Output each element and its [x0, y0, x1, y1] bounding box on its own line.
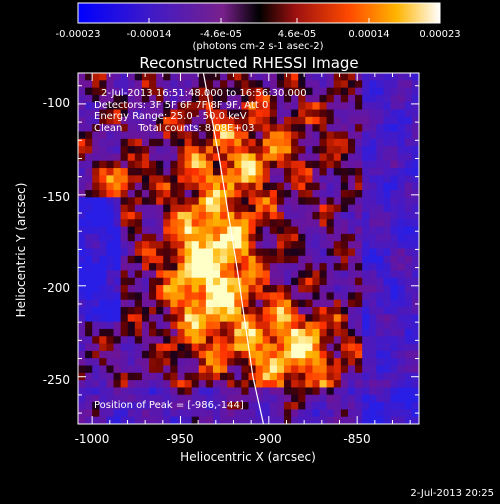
colorbar-tick-label: 4.6e-05 [278, 29, 316, 40]
y-tick-label: -200 [43, 281, 70, 295]
heatmap-image [78, 73, 419, 424]
chart-title: Reconstructed RHESSI Image [139, 54, 358, 72]
x-axis-label: Heliocentric X (arcsec) [180, 450, 316, 464]
annotation-counts: Clean Total counts: 8.08E+03 [94, 123, 254, 134]
axis-ticks [78, 73, 419, 424]
y-tick-label: -100 [43, 96, 70, 110]
x-tick-label: -850 [343, 432, 370, 446]
annotation-time-range: 2-Jul-2013 16:51:48.000 to 16:56:30.000 [101, 88, 307, 99]
y-tick-label: -150 [43, 190, 70, 204]
y-tick-label: -250 [43, 373, 70, 387]
plot-frame [77, 72, 420, 425]
x-tick-label: -950 [166, 432, 193, 446]
peak-position-label: Position of Peak = [-986,-144] [94, 400, 244, 411]
footer-timestamp: 2-Jul-2013 20:25 [410, 488, 494, 499]
colorbar-tick-label: 0.00023 [419, 29, 460, 40]
colorbar-tick-label: 0.00014 [348, 29, 389, 40]
y-axis-label: Heliocentric Y (arcsec) [14, 183, 28, 318]
x-tick-label: -1000 [75, 432, 110, 446]
colorbar [77, 2, 441, 24]
colorbar-tick-label: -0.00023 [56, 29, 101, 40]
solar-limb-curve [202, 73, 265, 424]
x-tick-label: -900 [254, 432, 281, 446]
annotation-detectors: Detectors: 3F 5F 6F 7F 8F 9F, Att 0 [94, 100, 268, 111]
annotation-energy: Energy Range: 25.0 - 50.0 keV [94, 111, 247, 122]
colorbar-tick-label: -0.00014 [127, 29, 172, 40]
colorbar-tick-label: -4.6e-05 [200, 29, 242, 40]
colorbar-ticks [77, 18, 441, 23]
colorbar-unit-label: (photons cm-2 s-1 asec-2) [192, 41, 323, 52]
